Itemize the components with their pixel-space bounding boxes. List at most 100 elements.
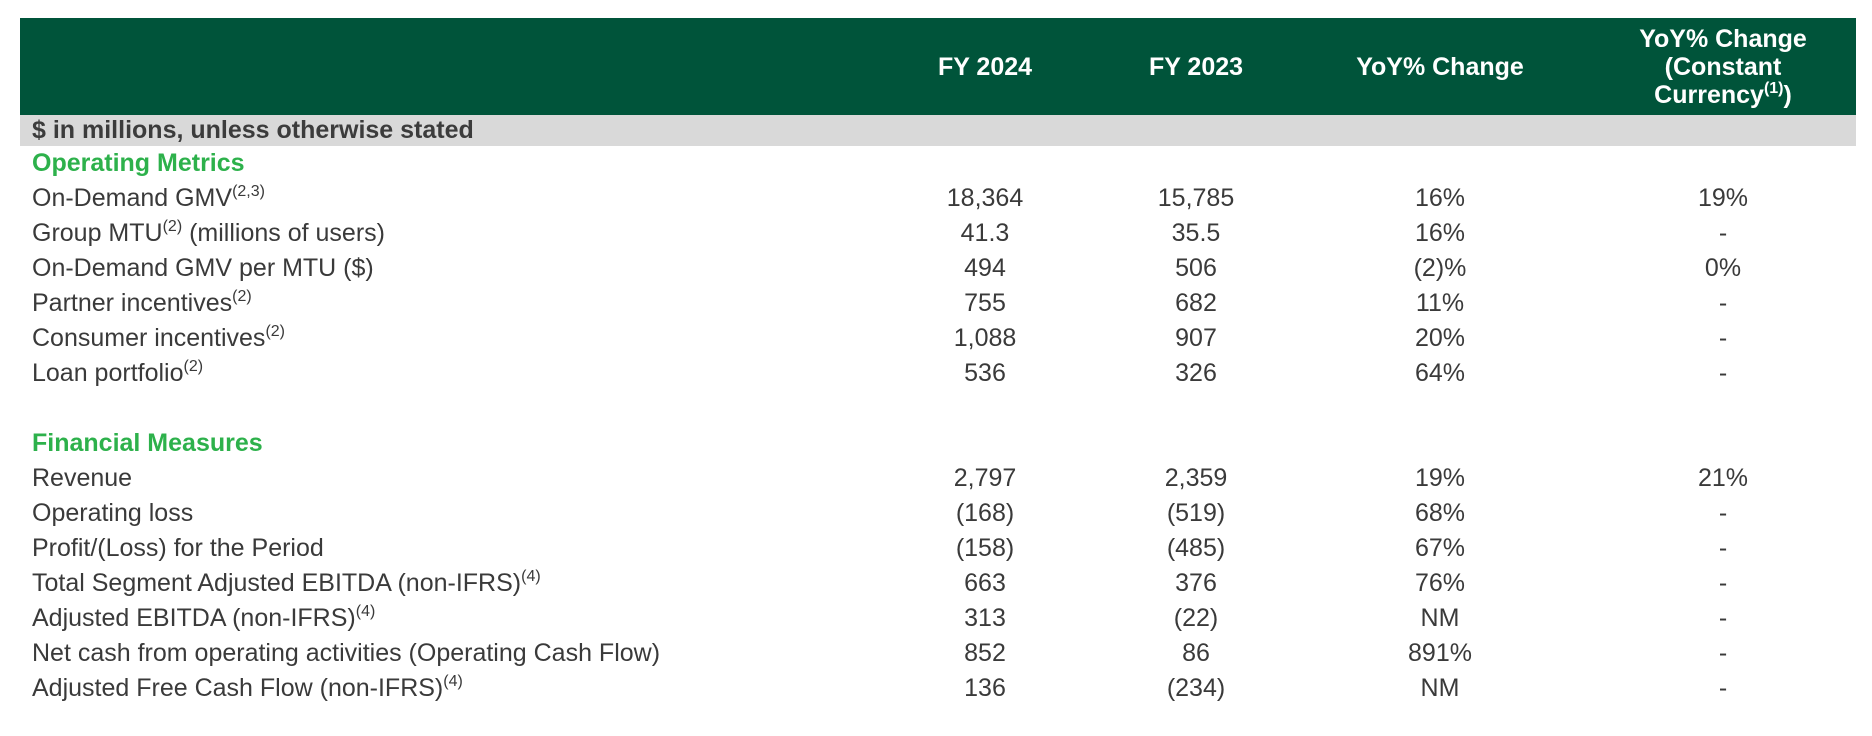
cell-fy2023: (22)	[1173, 604, 1219, 632]
table-row: Consumer incentives(2) 1,088 907 20% -	[20, 321, 1856, 356]
col-header-yoy-cc-line2: (Constant	[1664, 52, 1782, 81]
cell-fy2023: 682	[1175, 289, 1217, 317]
row-label: Operating loss	[32, 499, 194, 527]
cell-fy2024: (158)	[955, 534, 1015, 562]
cell-fy2023: 326	[1175, 359, 1217, 387]
row-label: On-Demand GMV per MTU ($)	[32, 254, 374, 282]
row-label: Group MTU(2) (millions of users)	[32, 218, 385, 248]
cell-fy2023: 376	[1175, 569, 1217, 597]
row-label: Net cash from operating activities (Oper…	[32, 639, 661, 667]
table-row: Adjusted Free Cash Flow (non-IFRS)(4) 136…	[20, 671, 1856, 706]
col-header-yoy-cc-line1: YoY% Change	[1639, 24, 1807, 53]
cell-fy2023: (234)	[1166, 674, 1226, 702]
footnote-ref: (2)	[162, 218, 183, 235]
row-label: Adjusted Free Cash Flow (non-IFRS)(4)	[32, 673, 463, 703]
footnote-ref: (4)	[443, 673, 463, 690]
col-header-yoy-cc-line3: Currency(1))	[1654, 79, 1792, 109]
col-header-yoy: YoY% Change	[1356, 52, 1524, 81]
cell-yoy: NM	[1420, 674, 1460, 702]
units-note: $ in millions, unless otherwise stated	[20, 115, 1856, 146]
section-spacer	[20, 391, 1856, 426]
table-row: Partner incentives(2) 755 682 11% -	[20, 286, 1856, 321]
col-header-yoy-constant-currency: YoY% Change (Constant Currency(1))	[1603, 18, 1843, 115]
footnote-ref: (2)	[232, 288, 252, 305]
row-label: Adjusted EBITDA (non-IFRS)(4)	[32, 603, 376, 633]
col-header-fy2024: FY 2024	[937, 52, 1033, 81]
cell-fy2024: 663	[964, 569, 1006, 597]
cell-fy2023: (485)	[1166, 534, 1226, 562]
cell-yoy: 11%	[1415, 289, 1465, 317]
row-label: Consumer incentives(2)	[32, 323, 285, 353]
col-header-fy2023: FY 2023	[1148, 52, 1244, 81]
cell-fy2023: 86	[1182, 639, 1210, 667]
table-row: Operating loss (168) (519) 68% -	[20, 496, 1856, 531]
cell-fy2024: 1,088	[953, 324, 1017, 352]
table-row: Adjusted EBITDA (non-IFRS)(4) 313 (22) NM -	[20, 601, 1856, 636]
table-body: Operating Metrics On-Demand GMV(2,3) 18,36…	[20, 146, 1856, 706]
cell-fy2024: (168)	[955, 499, 1015, 527]
footnote-ref: (2)	[183, 358, 204, 375]
cell-yoy: 76%	[1414, 569, 1466, 597]
cell-yoy-constant-currency: -	[1718, 569, 1728, 597]
cell-yoy-constant-currency: -	[1718, 674, 1728, 702]
cell-yoy: 64%	[1414, 359, 1466, 387]
cell-fy2024: 313	[964, 604, 1006, 632]
cell-yoy-constant-currency: -	[1718, 324, 1728, 352]
footnote-ref: (4)	[521, 568, 541, 585]
cell-fy2024: 18,364	[946, 184, 1024, 212]
cell-yoy-constant-currency: -	[1718, 219, 1728, 247]
cell-yoy: 20%	[1414, 324, 1466, 352]
cell-fy2023: 506	[1175, 254, 1217, 282]
cell-yoy-constant-currency: -	[1718, 289, 1728, 317]
cell-fy2024: 494	[964, 254, 1006, 282]
cell-fy2023: (519)	[1166, 499, 1226, 527]
cell-yoy: 19%	[1414, 464, 1466, 492]
cell-yoy-constant-currency: -	[1718, 604, 1728, 632]
table-row: Total Segment Adjusted EBITDA (non-IFRS)…	[20, 566, 1856, 601]
cell-fy2023: 15,785	[1157, 184, 1235, 212]
cell-yoy: 68%	[1414, 499, 1466, 527]
cell-yoy-constant-currency: -	[1718, 534, 1728, 562]
footnote-ref: (2,3)	[232, 183, 265, 200]
cell-fy2024: 852	[964, 639, 1006, 667]
row-label: Loan portfolio(2)	[32, 358, 204, 388]
cell-yoy: (2)%	[1413, 254, 1467, 282]
cell-fy2023: 35.5	[1171, 219, 1221, 247]
cell-yoy-constant-currency: -	[1718, 639, 1728, 667]
row-label: Profit/(Loss) for the Period	[32, 534, 324, 562]
table-row: Net cash from operating activities (Oper…	[20, 636, 1856, 671]
cell-yoy-constant-currency: 21%	[1697, 464, 1749, 492]
cell-fy2024: 41.3	[960, 219, 1010, 247]
cell-fy2024: 136	[964, 674, 1006, 702]
table-row: On-Demand GMV(2,3) 18,364 15,785 16% 19%	[20, 181, 1856, 216]
footnote-ref: (4)	[355, 603, 376, 620]
table-row: Loan portfolio(2) 536 326 64% -	[20, 356, 1856, 391]
cell-yoy: NM	[1420, 604, 1460, 632]
table-row: On-Demand GMV per MTU ($) 494 506 (2)% 0%	[20, 251, 1856, 286]
section-title: Financial Measures	[32, 429, 263, 457]
cell-yoy: 16%	[1414, 219, 1466, 247]
table-header: FY 2024 FY 2023 YoY% Change YoY% Change …	[20, 18, 1856, 115]
cell-fy2024: 536	[964, 359, 1006, 387]
row-label: Total Segment Adjusted EBITDA (non-IFRS)…	[32, 568, 541, 598]
row-label: On-Demand GMV(2,3)	[32, 183, 265, 213]
table-row: Revenue 2,797 2,359 19% 21%	[20, 461, 1856, 496]
cell-fy2024: 2,797	[953, 464, 1017, 492]
section-title: Operating Metrics	[32, 149, 245, 177]
table-row: Profit/(Loss) for the Period (158) (485) 67…	[20, 531, 1856, 566]
cell-yoy-constant-currency: -	[1718, 359, 1728, 387]
cell-fy2023: 907	[1175, 324, 1217, 352]
cell-fy2024: 755	[964, 289, 1006, 317]
cell-yoy: 891%	[1408, 639, 1472, 667]
financial-summary-table: FY 2024 FY 2023 YoY% Change YoY% Change …	[20, 18, 1856, 706]
cell-yoy-constant-currency: 0%	[1704, 254, 1742, 282]
cell-yoy-constant-currency: 19%	[1697, 184, 1749, 212]
footnote-ref: (2)	[265, 323, 285, 340]
table-row: Group MTU(2) (millions of users) 41.3 35.5…	[20, 216, 1856, 251]
cell-yoy-constant-currency: -	[1718, 499, 1728, 527]
row-label: Partner incentives(2)	[32, 288, 252, 318]
cell-yoy: 67%	[1414, 534, 1466, 562]
row-label: Revenue	[32, 464, 133, 492]
cell-yoy: 16%	[1414, 184, 1466, 212]
cell-fy2023: 2,359	[1164, 464, 1228, 492]
